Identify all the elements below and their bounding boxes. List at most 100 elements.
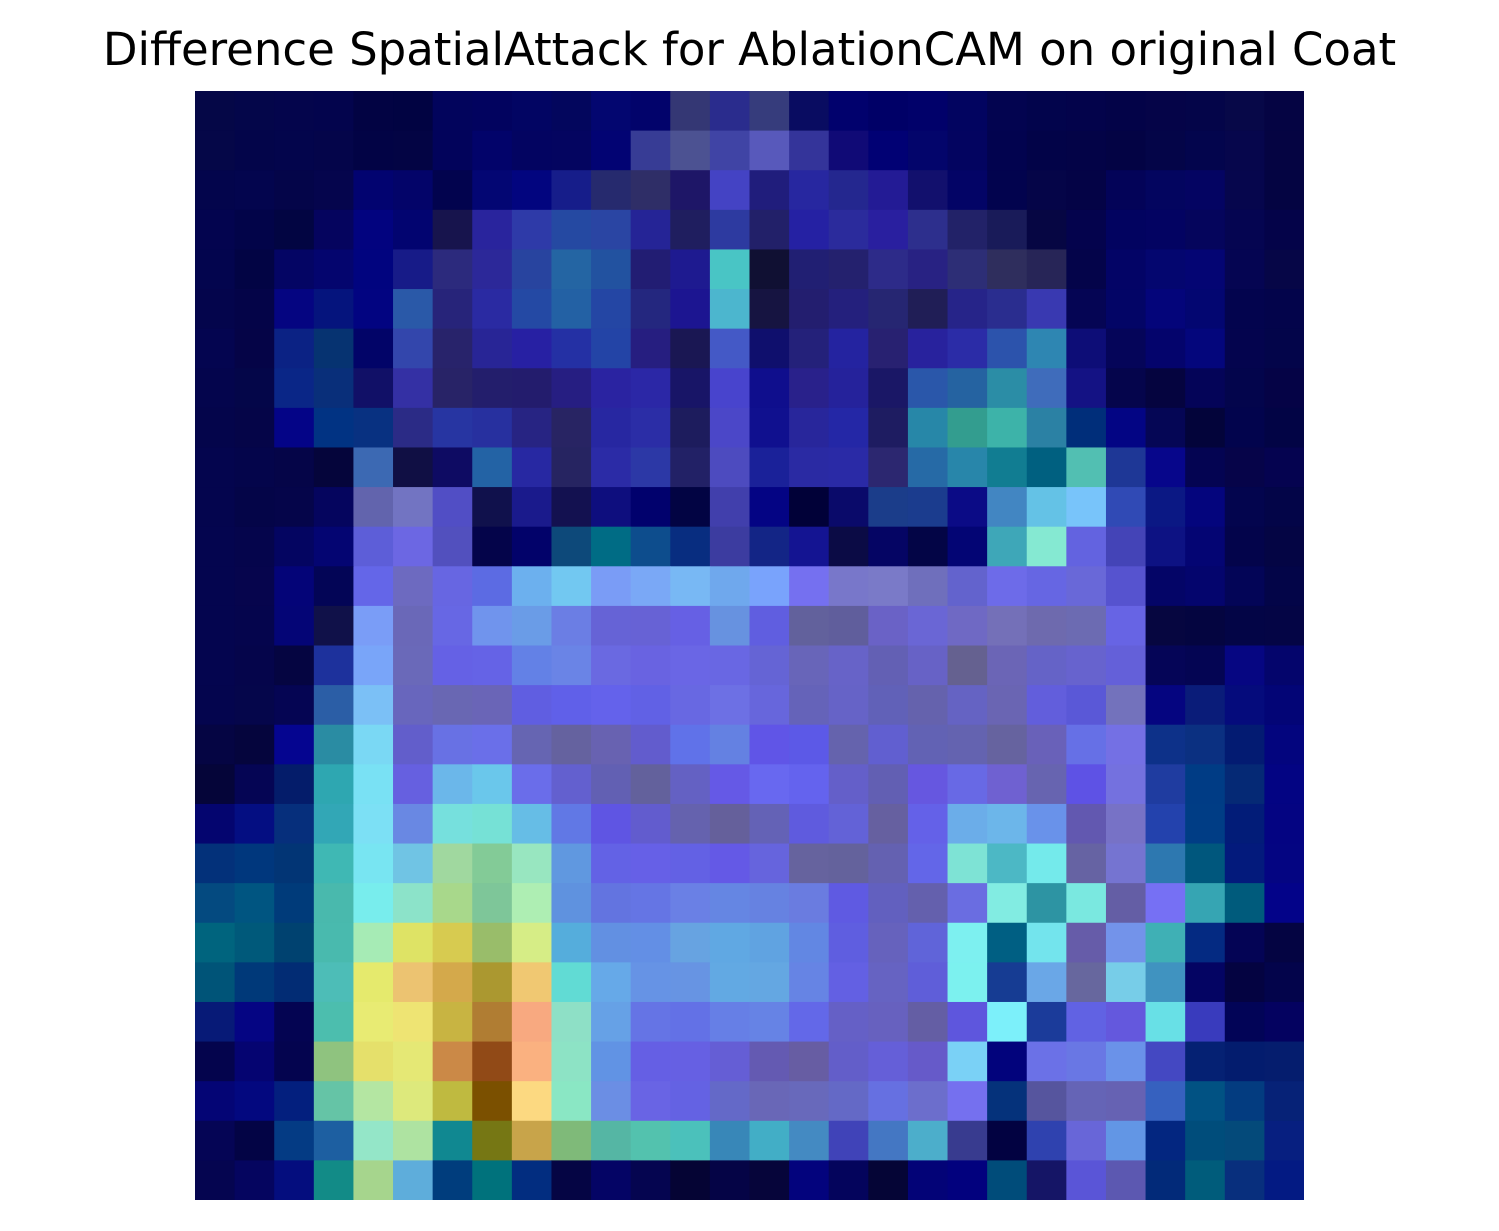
heatmap-cell-r18-c9 [551,803,592,845]
heatmap-cell-r15-c14 [749,685,790,726]
heatmap-cell-r26-c5 [393,1120,434,1161]
heatmap-cell-r25-c8 [511,1081,553,1122]
heatmap-cell-r14-c23 [1105,645,1147,686]
heatmap-cell-r26-c10 [591,1120,632,1161]
heatmap-cell-r2-c3 [313,170,355,211]
heatmap-cell-r5-c4 [353,289,394,330]
heatmap-cell-r15-c2 [274,685,315,726]
heatmap-cell-r8-c9 [551,407,592,449]
heatmap-cell-r23-c21 [1026,1001,1067,1043]
heatmap-cell-r0-c4 [353,91,394,132]
heatmap-cell-r3-c1 [234,209,275,251]
heatmap-cell-r5-c18 [907,289,949,330]
heatmap-cell-r4-c21 [1026,249,1067,290]
heatmap-cell-r5-c2 [274,289,315,330]
heatmap-cell-r22-c10 [591,962,632,1003]
heatmap-cell-r27-c16 [828,1160,869,1200]
heatmap-cell-r12-c21 [1026,566,1067,607]
heatmap-cell-r18-c12 [670,803,711,845]
heatmap-cell-r10-c2 [274,487,315,528]
heatmap-cell-r18-c4 [353,803,394,845]
heatmap-cell-r25-c9 [551,1081,592,1122]
heatmap-cell-r1-c10 [591,130,632,171]
heatmap-cell-r18-c17 [868,803,909,845]
heatmap-cell-r13-c4 [353,605,394,647]
heatmap-cell-r5-c12 [670,289,711,330]
heatmap-cell-r8-c25 [1185,407,1226,449]
heatmap-cell-r1-c11 [630,130,671,171]
heatmap-cell-r0-c25 [1185,91,1226,132]
heatmap-cell-r0-c2 [274,91,315,132]
heatmap-cell-r21-c3 [313,922,355,963]
heatmap-cell-r19-c21 [1026,843,1067,884]
heatmap-cell-r6-c9 [551,328,592,369]
heatmap-cell-r6-c22 [1066,328,1107,369]
heatmap-cell-r27-c26 [1224,1160,1265,1200]
heatmap-cell-r9-c18 [907,447,949,488]
heatmap-cell-r16-c15 [789,724,830,765]
heatmap-cell-r25-c27 [1264,1081,1304,1122]
heatmap-cell-r24-c13 [709,1041,751,1082]
heatmap-cell-r4-c22 [1066,249,1107,290]
heatmap-cell-r1-c3 [313,130,355,171]
heatmap-cell-r16-c25 [1185,724,1226,765]
heatmap-cell-r11-c4 [353,526,394,567]
heatmap-cell-r26-c18 [907,1120,949,1161]
heatmap-cell-r17-c9 [551,764,592,805]
heatmap-cell-r25-c25 [1185,1081,1226,1122]
heatmap-cell-r4-c0 [195,249,236,290]
heatmap-cell-r8-c1 [234,407,275,449]
heatmap-cell-r7-c4 [353,368,394,409]
heatmap-cell-r10-c6 [432,487,473,528]
heatmap-cell-r24-c10 [591,1041,632,1082]
heatmap-cell-r27-c15 [789,1160,830,1200]
heatmap-cell-r25-c14 [749,1081,790,1122]
heatmap-cell-r21-c2 [274,922,315,963]
heatmap-cell-r9-c5 [393,447,434,488]
heatmap-cell-r0-c12 [670,91,711,132]
heatmap-cell-r23-c23 [1105,1001,1147,1043]
heatmap-cell-r24-c16 [828,1041,869,1082]
heatmap-cell-r21-c26 [1224,922,1265,963]
heatmap-cell-r27-c0 [195,1160,236,1200]
heatmap-cell-r23-c26 [1224,1001,1265,1043]
heatmap-cell-r23-c20 [987,1001,1028,1043]
heatmap-cell-r20-c11 [630,883,671,924]
heatmap-cell-r14-c24 [1145,645,1186,686]
heatmap-cell-r3-c20 [987,209,1028,251]
heatmap-cell-r5-c8 [511,289,553,330]
heatmap-cell-r15-c9 [551,685,592,726]
heatmap-cell-r16-c24 [1145,724,1186,765]
heatmap-cell-r7-c8 [511,368,553,409]
heatmap-cell-r20-c27 [1264,883,1304,924]
heatmap-cell-r11-c7 [472,526,513,567]
heatmap-cell-r9-c23 [1105,447,1147,488]
heatmap-cell-r19-c11 [630,843,671,884]
heatmap-cell-r11-c19 [947,526,988,567]
heatmap-cell-r27-c17 [868,1160,909,1200]
heatmap-cell-r4-c1 [234,249,275,290]
heatmap-cell-r22-c20 [987,962,1028,1003]
heatmap-cell-r17-c10 [591,764,632,805]
heatmap-cell-r1-c18 [907,130,949,171]
heatmap-cell-r8-c2 [274,407,315,449]
heatmap-cell-r8-c26 [1224,407,1265,449]
heatmap-cell-r11-c24 [1145,526,1186,567]
heatmap-cell-r15-c17 [868,685,909,726]
heatmap-cell-r27-c24 [1145,1160,1186,1200]
heatmap-cell-r8-c24 [1145,407,1186,449]
heatmap-cell-r26-c2 [274,1120,315,1161]
heatmap-cell-r20-c3 [313,883,355,924]
heatmap-cell-r2-c18 [907,170,949,211]
heatmap-cell-r5-c5 [393,289,434,330]
heatmap-cell-r15-c10 [591,685,632,726]
heatmap-cell-r16-c14 [749,724,790,765]
heatmap-cell-r5-c1 [234,289,275,330]
heatmap-cell-r0-c10 [591,91,632,132]
heatmap-cell-r5-c11 [630,289,671,330]
heatmap-cell-r9-c26 [1224,447,1265,488]
heatmap-cell-r10-c14 [749,487,790,528]
heatmap-cell-r15-c19 [947,685,988,726]
heatmap-cell-r11-c8 [511,526,553,567]
heatmap-cell-r14-c10 [591,645,632,686]
